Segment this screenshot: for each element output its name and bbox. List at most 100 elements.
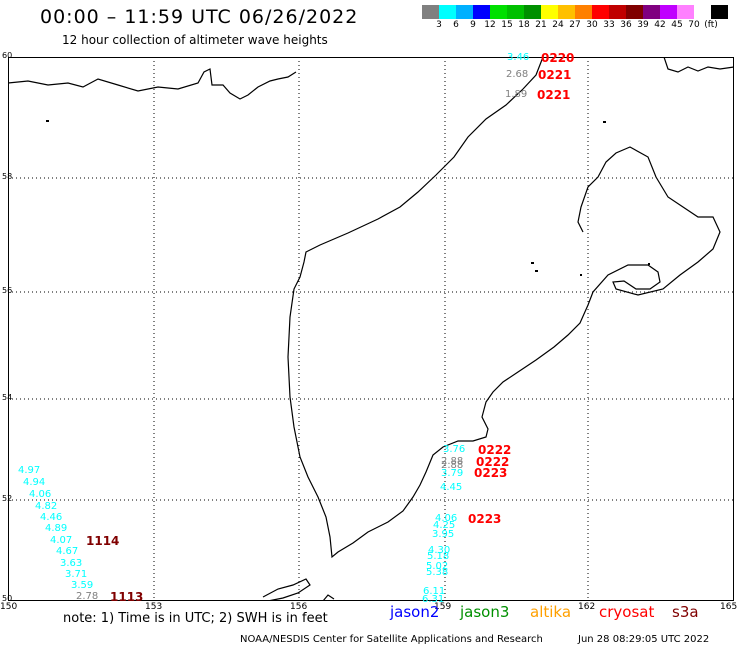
color-scale-swatch <box>694 5 711 19</box>
wave-height-value: 5.02 <box>426 561 449 572</box>
pass-time-label: 1113 <box>110 590 144 604</box>
color-scale-label: 70 <box>688 20 700 30</box>
color-scale-swatch <box>490 5 507 19</box>
color-scale-label: 30 <box>586 20 598 30</box>
color-scale-label: 24 <box>552 20 564 30</box>
color-scale-swatch <box>609 5 626 19</box>
pass-time-label: 0220 <box>541 51 575 65</box>
color-scale-label: 36 <box>620 20 632 30</box>
coastline <box>8 57 734 601</box>
color-scale-label: 21 <box>535 20 547 30</box>
wave-height-value: 4.97 <box>18 465 41 476</box>
map-subtitle: 12 hour collection of altimeter wave hei… <box>62 33 328 47</box>
wave-height-value: 4.67 <box>56 546 79 557</box>
legend-s3a: s3a <box>672 603 699 621</box>
wave-height-value: 3.79 <box>441 468 464 479</box>
pass-time-label: 1114 <box>86 534 120 548</box>
wave-height-value: 3.71 <box>65 569 88 580</box>
color-scale-swatch <box>439 5 456 19</box>
map-frame <box>8 57 734 601</box>
color-scale-label: 18 <box>518 20 530 30</box>
color-scale-label: 12 <box>484 20 496 30</box>
color-scale-swatch <box>643 5 660 19</box>
wave-height-value: 4.45 <box>440 482 463 493</box>
color-scale-label: (ft) <box>704 20 718 30</box>
lon-label: 162 <box>578 602 596 612</box>
color-scale-swatch <box>575 5 592 19</box>
lon-label: 150 <box>0 602 18 612</box>
wave-height-value: 5.18 <box>427 551 450 562</box>
color-scale-label: 15 <box>501 20 513 30</box>
units-note: note: 1) Time is in UTC; 2) SWH is in fe… <box>63 611 328 626</box>
color-scale-label: 42 <box>654 20 666 30</box>
pass-time-label: 0221 <box>538 68 572 82</box>
lat-label: 56 <box>2 286 13 295</box>
pass-time-label: 0222 <box>478 443 512 457</box>
legend-jason3: jason3 <box>460 603 510 621</box>
color-scale-swatch <box>592 5 609 19</box>
wave-height-value: 2.78 <box>76 591 99 602</box>
color-scale-label: 45 <box>671 20 683 30</box>
lon-label: 156 <box>290 602 308 612</box>
legend-altika: altika <box>530 603 572 621</box>
wave-height-value: 3.46 <box>507 52 530 63</box>
footer-timestamp: Jun 28 08:29:05 UTC 2022 <box>578 634 710 645</box>
map-title: 00:00 – 11:59 UTC 06/26/2022 <box>40 6 359 28</box>
wave-height-value: 2.88 <box>441 456 464 467</box>
color-scale-swatch <box>626 5 643 19</box>
lon-label: 153 <box>145 602 163 612</box>
wave-height-value: 4.30 <box>428 545 451 556</box>
legend-cryosat: cryosat <box>599 603 655 621</box>
color-scale-swatch <box>422 5 439 19</box>
wave-height-value: 4.06 <box>29 489 52 500</box>
lat-label: 50 <box>2 594 13 603</box>
wave-height-value: 3.95 <box>432 529 455 540</box>
color-scale-swatch <box>558 5 575 19</box>
lon-label: 159 <box>434 602 452 612</box>
wave-height-value: 6.31 <box>422 594 445 605</box>
color-scale-swatch <box>711 5 728 19</box>
color-scale-swatch <box>473 5 490 19</box>
pass-time-label: 0221 <box>537 88 571 102</box>
color-scale-swatch <box>660 5 677 19</box>
color-scale-label: 6 <box>453 20 459 30</box>
wave-height-value: 4.07 <box>50 535 73 546</box>
wave-height-value: 5.38 <box>426 567 449 578</box>
pass-time-label: 0222 <box>476 455 510 469</box>
islands <box>46 120 650 276</box>
color-scale-label: 39 <box>637 20 649 30</box>
wave-height-value: 2.88 <box>441 460 464 471</box>
color-scale-swatch <box>541 5 558 19</box>
map-border <box>8 57 734 601</box>
wave-height-value: 4.94 <box>23 477 46 488</box>
pass-time-label: 0223 <box>468 512 502 526</box>
wave-height-value: 4.89 <box>45 523 68 534</box>
wave-height-value: 1.89 <box>505 89 528 100</box>
color-scale-label: 9 <box>470 20 476 30</box>
wave-height-value: 6.11 <box>423 586 446 597</box>
lat-label: 60 <box>2 51 13 60</box>
wave-height-value: 4.06 <box>435 513 458 524</box>
color-scale-label: 27 <box>569 20 581 30</box>
color-scale: 3 6 9 12 15 18 21 24 27 30 33 36 39 42 45 70 (ft) <box>422 5 728 33</box>
pass-time-label: 0223 <box>474 466 508 480</box>
graticule <box>8 57 734 601</box>
lat-label: 54 <box>2 393 13 402</box>
footer-credit: NOAA/NESDIS Center for Satellite Applica… <box>240 634 543 645</box>
wave-height-value: 3.76 <box>443 444 466 455</box>
wave-height-value: 2.68 <box>506 69 529 80</box>
wave-height-value: 4.46 <box>40 512 63 523</box>
color-scale-swatches <box>422 5 728 19</box>
color-scale-labels: 3 6 9 12 15 18 21 24 27 30 33 36 39 42 45 70 (ft) <box>422 19 728 33</box>
wave-height-value: 4.25 <box>433 520 456 531</box>
wave-height-value: 4.82 <box>35 501 58 512</box>
color-scale-swatch <box>507 5 524 19</box>
wave-height-value: 3.59 <box>71 580 94 591</box>
wave-height-value: 3.63 <box>60 558 83 569</box>
lon-label: 165 <box>720 602 738 612</box>
lat-label: 52 <box>2 494 13 503</box>
color-scale-swatch <box>524 5 541 19</box>
color-scale-swatch <box>456 5 473 19</box>
legend-jason2: jason2 <box>390 603 440 621</box>
color-scale-label: 33 <box>603 20 615 30</box>
